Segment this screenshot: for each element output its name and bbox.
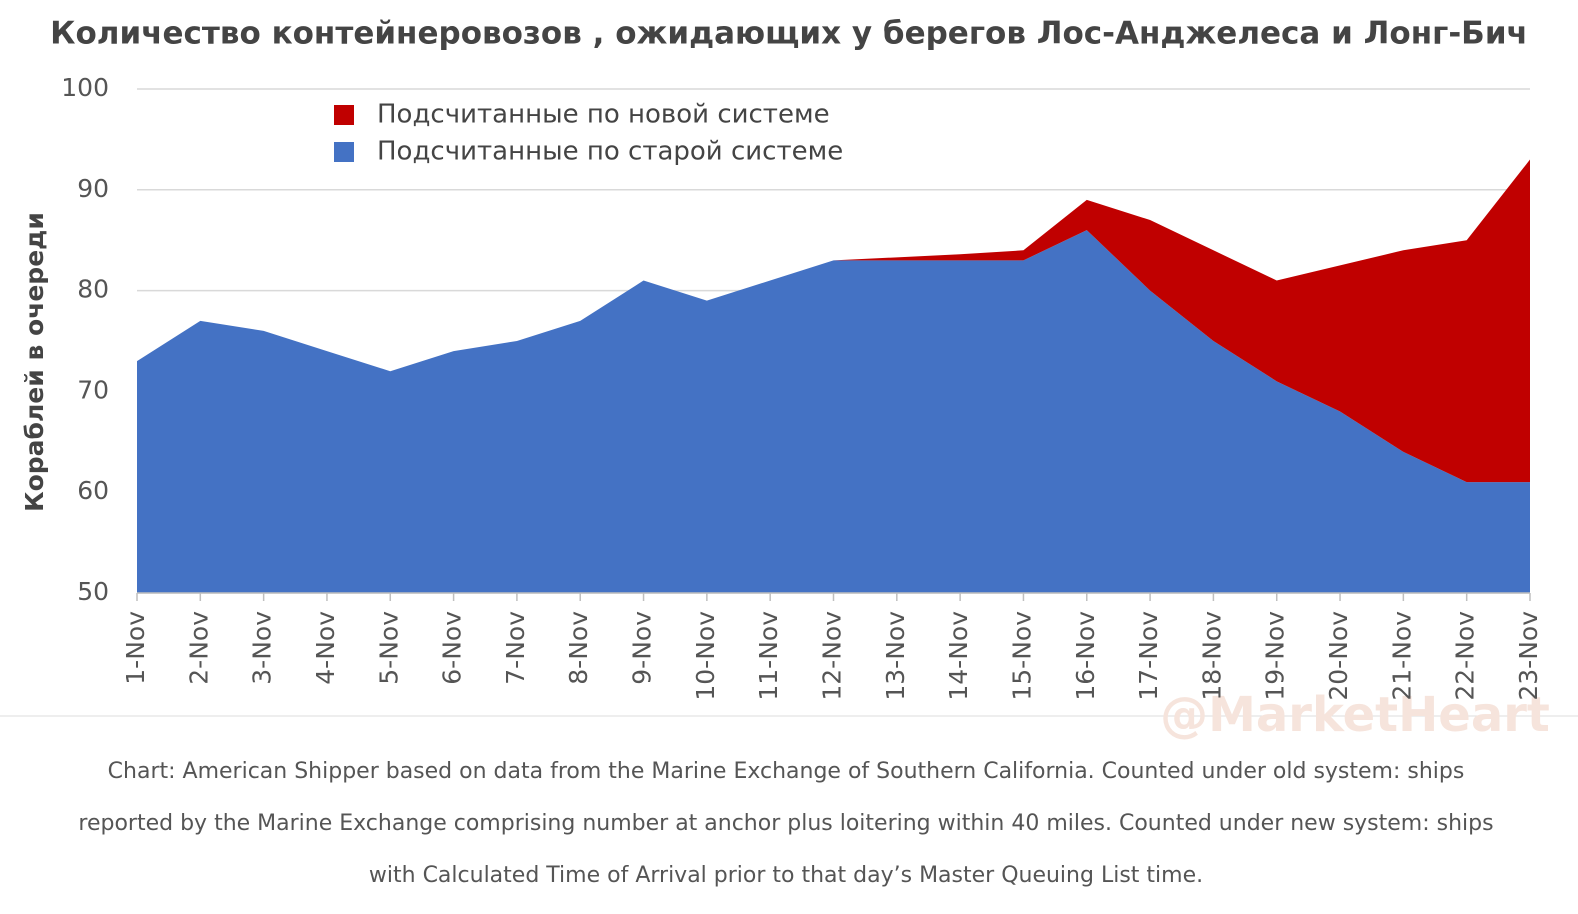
- x-tick-label: 9-Nov: [628, 611, 657, 685]
- x-tick-label: 8-Nov: [564, 611, 593, 685]
- x-tick-label: 17-Nov: [1134, 611, 1163, 701]
- caption: with Calculated Time of Arrival prior to…: [369, 863, 1203, 888]
- x-tick-label: 2-Nov: [184, 611, 213, 685]
- x-tick-label: 6-Nov: [438, 611, 467, 685]
- y-tick-label: 50: [77, 577, 109, 606]
- legend-swatch: [334, 142, 354, 162]
- legend-swatch: [334, 105, 354, 125]
- chart-title: Количество контейнеровозов , ожидающих у…: [50, 16, 1528, 52]
- x-tick-label: 21-Nov: [1387, 611, 1416, 701]
- x-tick-label: 7-Nov: [501, 611, 530, 685]
- x-tick-label: 19-Nov: [1261, 611, 1290, 701]
- x-tick-label: 14-Nov: [944, 611, 973, 701]
- x-tick-label: 3-Nov: [248, 611, 277, 685]
- x-tick-label: 16-Nov: [1071, 611, 1100, 701]
- x-tick-label: 11-Nov: [754, 611, 783, 701]
- x-tick-label: 5-Nov: [374, 611, 403, 685]
- x-tick-label: 23-Nov: [1514, 611, 1543, 701]
- caption: Chart: American Shipper based on data fr…: [108, 759, 1465, 784]
- x-tick-label: 10-Nov: [691, 611, 720, 701]
- x-tick-label: 18-Nov: [1197, 611, 1226, 701]
- x-tick-label: 20-Nov: [1324, 611, 1353, 701]
- y-tick-label: 90: [77, 174, 109, 203]
- y-tick-label: 60: [77, 476, 109, 505]
- x-tick-label: 12-Nov: [818, 611, 847, 701]
- x-tick-label: 22-Nov: [1451, 611, 1480, 701]
- caption: reported by the Marine Exchange comprisi…: [78, 811, 1493, 836]
- y-tick-label: 80: [77, 275, 109, 304]
- y-tick-label: 100: [61, 73, 109, 102]
- watermark: @MarketHeart: [1160, 687, 1550, 743]
- legend-label: Подсчитанные по старой системе: [377, 137, 843, 167]
- area: [137, 159, 1530, 483]
- x-tick-label: 1-Nov: [121, 611, 150, 685]
- x-tick-label: 4-Nov: [311, 611, 340, 685]
- x-tick-label: 13-Nov: [881, 611, 910, 701]
- legend-label: Подсчитанные по новой системе: [377, 100, 830, 130]
- y-tick-label: 70: [77, 375, 109, 404]
- area: [137, 230, 1530, 593]
- y-axis-label: Кораблей в очереди: [20, 212, 49, 512]
- x-tick-label: 15-Nov: [1007, 611, 1036, 701]
